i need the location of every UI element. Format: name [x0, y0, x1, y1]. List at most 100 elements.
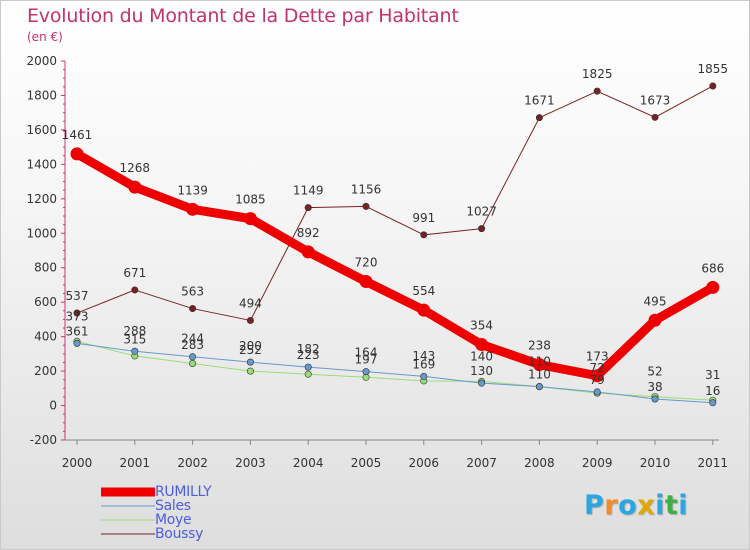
- data-point: [593, 388, 601, 396]
- data-point: [420, 231, 428, 239]
- data-point: [359, 275, 373, 289]
- chart-title: Evolution du Montant de la Dette par Hab…: [27, 5, 459, 27]
- logo-letter: o: [618, 490, 638, 521]
- data-label: 1027: [466, 205, 497, 219]
- data-label: 1156: [351, 182, 382, 196]
- series-line-rumilly: [72, 149, 718, 381]
- data-label: 1139: [177, 183, 208, 197]
- data-label: 1268: [120, 161, 151, 175]
- legend-swatch: [101, 533, 155, 535]
- series-line-sales: [76, 342, 714, 404]
- x-tick-label: 2002: [177, 456, 208, 470]
- data-point: [131, 286, 139, 294]
- x-tick-label: 2005: [351, 456, 382, 470]
- data-point: [417, 303, 431, 317]
- data-label: 130: [470, 364, 493, 378]
- data-label: 164: [355, 345, 378, 359]
- data-point: [535, 114, 543, 122]
- x-tick-label: 2010: [640, 456, 671, 470]
- legend-label: RUMILLY: [155, 484, 212, 500]
- data-label: 1825: [582, 67, 613, 81]
- data-label: 1461: [62, 128, 93, 142]
- data-point: [706, 280, 720, 294]
- series-line-boussy: [76, 85, 714, 321]
- data-label: 200: [239, 339, 262, 353]
- data-label: 110: [528, 368, 551, 382]
- data-label: 361: [66, 324, 89, 338]
- data-label: 495: [644, 294, 667, 308]
- data-label: 537: [66, 289, 89, 303]
- data-point: [651, 113, 659, 121]
- x-tick-label: 2004: [293, 456, 324, 470]
- y-tick-label: 0: [49, 399, 57, 413]
- data-label: 173: [586, 350, 609, 364]
- y-tick-label: 400: [34, 330, 57, 344]
- data-point: [189, 353, 197, 361]
- data-label: 1855: [698, 62, 729, 76]
- y-tick-label: -200: [30, 433, 57, 447]
- data-point: [420, 372, 428, 380]
- legend-swatch: [101, 505, 155, 507]
- data-point: [593, 87, 601, 95]
- data-point: [362, 202, 370, 210]
- logo-letter: i: [655, 490, 665, 521]
- y-tick-label: 1800: [26, 88, 57, 102]
- data-point: [478, 379, 486, 387]
- data-point: [304, 370, 312, 378]
- data-label: 52: [647, 365, 662, 379]
- data-label: 169: [412, 357, 435, 371]
- y-tick-label: 1000: [26, 226, 57, 240]
- data-label: 110: [528, 355, 551, 369]
- data-label: 283: [181, 338, 204, 352]
- data-point: [189, 360, 197, 368]
- data-label: 554: [412, 284, 435, 298]
- chart-subtitle: (en €): [27, 30, 63, 44]
- data-label: 143: [412, 349, 435, 363]
- x-tick-label: 2000: [62, 456, 93, 470]
- y-tick-label: 600: [34, 295, 57, 309]
- proxiti-logo: Proxiti: [584, 490, 688, 521]
- data-point: [709, 399, 717, 407]
- legend-label: Moye: [155, 512, 192, 528]
- data-label: 991: [412, 211, 435, 225]
- data-label: 1673: [640, 93, 671, 107]
- y-tick-label: 1200: [26, 192, 57, 206]
- x-tick-label: 2001: [120, 456, 151, 470]
- legend-label: Boussy: [155, 526, 204, 542]
- logo-letter: r: [604, 490, 619, 521]
- logo-letter: P: [584, 490, 605, 521]
- y-tick-label: 1600: [26, 123, 57, 137]
- y-tick-label: 200: [34, 364, 57, 378]
- data-point: [246, 316, 254, 324]
- data-label: 238: [528, 339, 551, 353]
- data-point: [362, 368, 370, 376]
- data-point: [246, 358, 254, 366]
- data-point: [475, 338, 489, 352]
- data-point: [243, 212, 257, 226]
- data-point: [651, 395, 659, 403]
- data-point: [304, 204, 312, 212]
- data-label: 720: [355, 256, 378, 270]
- data-point: [70, 147, 84, 161]
- data-label: 671: [123, 266, 146, 280]
- data-label: 31: [705, 368, 720, 382]
- data-label: 1671: [524, 94, 555, 108]
- data-label: 223: [297, 348, 320, 362]
- data-label: 315: [123, 332, 146, 346]
- data-point: [186, 202, 200, 216]
- x-tick-label: 2006: [409, 456, 440, 470]
- data-label: 244: [181, 332, 204, 346]
- logo-letter: x: [637, 490, 656, 521]
- data-point: [128, 180, 142, 194]
- data-label: 686: [701, 261, 724, 275]
- x-tick-label: 2011: [698, 456, 729, 470]
- data-label: 373: [66, 309, 89, 323]
- logo-letter: t: [664, 490, 679, 521]
- data-point: [246, 367, 254, 375]
- x-tick-label: 2008: [524, 456, 555, 470]
- data-label: 16: [705, 384, 720, 398]
- data-label: 1085: [235, 193, 266, 207]
- data-label: 252: [239, 343, 262, 357]
